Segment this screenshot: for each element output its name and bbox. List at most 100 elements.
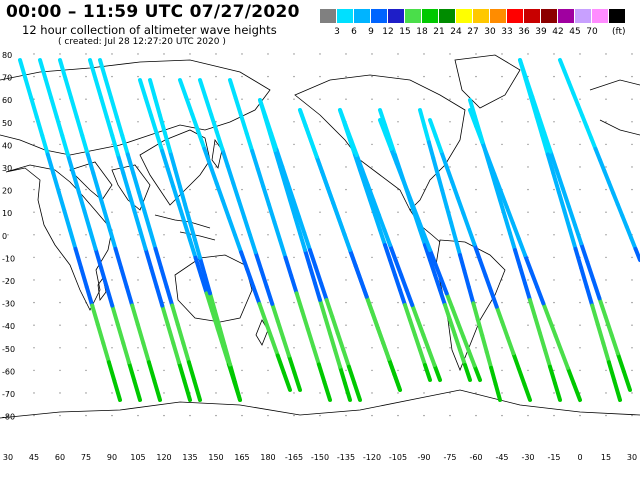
track-segment — [43, 76, 54, 100]
track-segment — [571, 381, 582, 402]
track-segment — [422, 233, 432, 252]
track-segment — [584, 284, 595, 308]
track-segment — [383, 123, 392, 142]
track-segment — [471, 301, 480, 322]
track-segment — [121, 341, 131, 365]
track-segment — [275, 353, 286, 375]
longitude-label: -15 — [547, 453, 560, 462]
track-segment — [198, 255, 207, 278]
longitude-label: 75 — [81, 453, 91, 462]
track-segment — [165, 166, 176, 189]
track-segment — [508, 231, 517, 252]
track-segment — [90, 303, 100, 327]
track-segment — [110, 133, 120, 157]
track-segment — [231, 181, 241, 203]
track-segment — [609, 333, 620, 356]
track-segment — [432, 363, 442, 382]
track-segment — [411, 204, 421, 224]
track-segment — [354, 153, 365, 172]
track-segment — [153, 95, 162, 118]
track-segment — [136, 190, 147, 214]
track-segment — [101, 341, 111, 365]
longitude-label: -75 — [443, 453, 456, 462]
track-segment — [547, 317, 558, 338]
longitude-label: -135 — [337, 453, 355, 462]
track-segment — [413, 333, 422, 352]
track-segment — [404, 288, 415, 307]
legend-label: 3 — [334, 27, 340, 37]
track-segment — [152, 379, 162, 402]
legend-label: 6 — [351, 27, 357, 37]
track-segment — [462, 269, 471, 290]
track-segment — [273, 148, 282, 169]
track-segment — [54, 114, 65, 138]
track-segment — [336, 216, 347, 237]
track-segment — [324, 298, 335, 319]
track-segment — [135, 322, 146, 346]
longitude-label: 135 — [182, 453, 197, 462]
track-segment — [203, 273, 212, 296]
longitude-label: 150 — [208, 453, 223, 462]
track-segment — [533, 314, 542, 336]
track-segment — [104, 284, 115, 308]
latitude-label: -10 — [2, 254, 15, 263]
track-segment — [208, 291, 217, 314]
track-segment — [472, 363, 482, 382]
track-segment — [239, 250, 250, 272]
track-segment — [468, 108, 479, 129]
track-segment — [302, 231, 312, 252]
track-segment — [242, 215, 252, 237]
latitude-label: -80 — [2, 413, 15, 422]
track-segment — [591, 278, 602, 301]
latitude-label: 10 — [2, 209, 12, 218]
track-segment — [115, 322, 126, 346]
track-segment — [448, 318, 457, 337]
track-segment — [480, 333, 489, 354]
track-segment — [73, 246, 84, 270]
longitude-label: -165 — [285, 453, 303, 462]
map-subtitle: 12 hour collection of altimeter wave hei… — [22, 23, 277, 37]
coastline-greenland — [454, 54, 521, 109]
track-segment — [621, 369, 632, 392]
track-segment — [458, 348, 467, 367]
track-segment — [186, 360, 197, 384]
latitude-label: -70 — [2, 390, 15, 399]
track-segment — [313, 264, 324, 286]
track-segment — [119, 265, 129, 289]
track-segment — [270, 301, 280, 324]
track-segment — [153, 246, 164, 270]
track-segment — [225, 164, 236, 186]
track-segment — [453, 333, 462, 352]
legend-swatch — [490, 9, 506, 23]
track-segment — [208, 164, 219, 186]
track-segment — [245, 267, 256, 289]
track-segment — [348, 248, 358, 268]
track-segment — [84, 284, 95, 308]
track-segment — [331, 201, 341, 221]
track-segment — [335, 331, 346, 352]
track-segment — [378, 108, 387, 127]
track-segment — [209, 112, 219, 134]
legend-label: 21 — [433, 27, 445, 37]
track-segment — [431, 156, 440, 177]
track-segment — [303, 248, 312, 269]
track-segment — [142, 209, 152, 232]
track-segment — [93, 76, 104, 100]
legend-label: 36 — [518, 27, 530, 37]
latitude-label: -50 — [2, 345, 15, 354]
track-segment — [353, 263, 364, 284]
longitude-label: -150 — [311, 453, 329, 462]
legend-swatch — [575, 9, 591, 23]
track-segment — [199, 273, 209, 296]
track-segment — [433, 133, 444, 154]
track-segment — [69, 95, 79, 119]
track-segment — [450, 305, 460, 325]
track-segment — [440, 188, 449, 209]
coastline-antarctica — [0, 389, 640, 419]
track-segment — [530, 94, 541, 117]
track-segment — [322, 380, 332, 402]
track-segment — [590, 303, 600, 327]
track-segment — [196, 129, 207, 151]
track-segment — [415, 318, 426, 337]
track-segment — [535, 285, 546, 306]
